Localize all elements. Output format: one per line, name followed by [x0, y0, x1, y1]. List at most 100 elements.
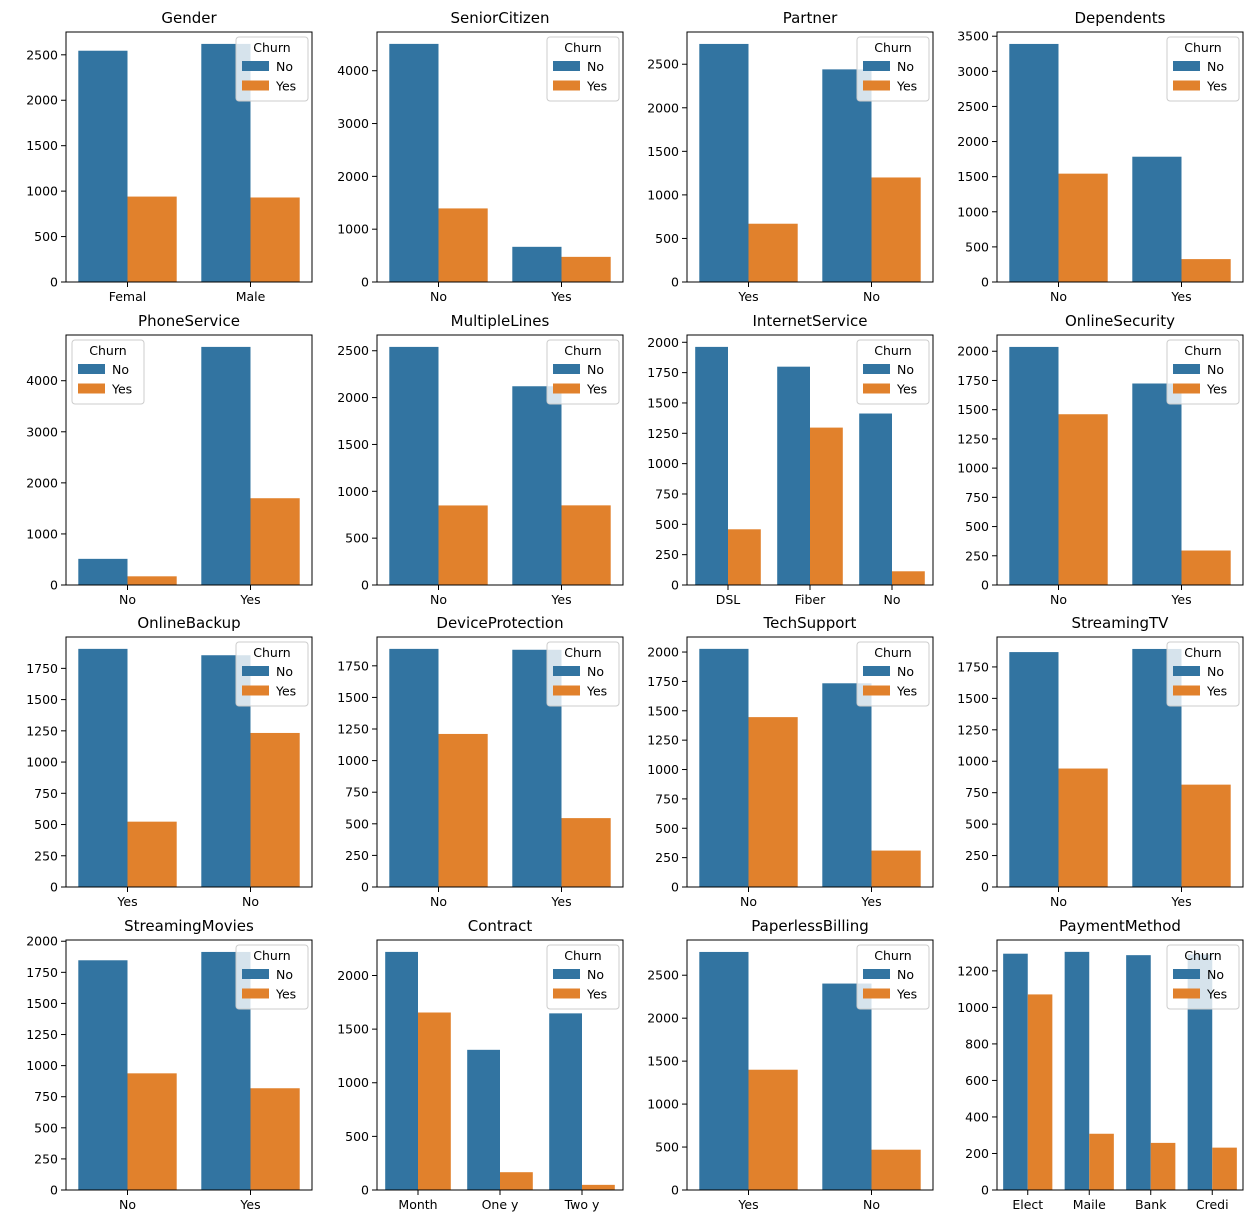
- x-tick-label: Credi: [1196, 1197, 1229, 1212]
- legend-label-no: No: [587, 967, 604, 982]
- legend-swatch-yes: [1173, 685, 1200, 696]
- bar-techsupport-yes-no: [822, 683, 872, 887]
- bar-paymentmethod-bank-no: [1126, 955, 1151, 1190]
- legend: Churn No Yes: [1166, 36, 1240, 102]
- y-tick-label: 1250: [647, 426, 679, 441]
- x-tick-label: Yes: [1170, 894, 1191, 909]
- bar-techsupport-no-no: [699, 648, 749, 887]
- x-tick-label: Yes: [550, 289, 571, 304]
- y-tick-label: 0: [671, 578, 679, 593]
- bar-internetservice-no-yes: [892, 571, 925, 585]
- chart-title: Partner: [783, 9, 838, 27]
- y-tick-label: 250: [34, 1151, 58, 1166]
- chart-title: OnlineBackup: [137, 614, 240, 632]
- bar-seniorcitizen-yes-yes: [561, 256, 611, 282]
- legend: Churn No Yes: [856, 36, 930, 102]
- y-tick-label: 250: [965, 548, 989, 563]
- y-tick-label: 1750: [26, 661, 58, 676]
- bar-phoneservice-yes-no: [201, 346, 251, 585]
- y-tick-label: 500: [34, 229, 58, 244]
- bar-onlinesecurity-no-no: [1009, 346, 1059, 585]
- y-tick-label: 1500: [647, 703, 679, 718]
- legend-title: Churn: [253, 40, 290, 55]
- y-tick-label: 0: [50, 1183, 58, 1198]
- y-tick-label: 500: [345, 531, 369, 546]
- bar-gender-femal-no: [78, 50, 128, 283]
- x-tick-label: One y: [482, 1197, 519, 1212]
- legend-swatch-no: [863, 364, 890, 374]
- y-tick-label: 750: [345, 785, 369, 800]
- y-tick-label: 1250: [337, 722, 369, 737]
- bar-dependents-yes-yes: [1181, 259, 1231, 282]
- bar-deviceprotection-yes-yes: [561, 818, 611, 887]
- legend-label-yes: Yes: [111, 382, 132, 397]
- y-tick-label: 1250: [647, 733, 679, 748]
- legend-swatch-no: [1173, 969, 1200, 979]
- x-tick-label: No: [863, 289, 880, 304]
- y-tick-label: 2000: [647, 100, 679, 115]
- y-tick-label: 400: [965, 1109, 989, 1124]
- legend-title: Churn: [564, 645, 601, 660]
- legend: Churn No Yes: [856, 944, 930, 1010]
- y-tick-label: 0: [50, 578, 58, 593]
- y-tick-label: 1000: [26, 184, 58, 199]
- x-tick-label: DSL: [716, 592, 741, 607]
- bar-partner-yes-no: [699, 43, 749, 282]
- y-tick-label: 500: [965, 519, 989, 534]
- y-tick-label: 1250: [957, 722, 989, 737]
- legend-label-yes: Yes: [1206, 79, 1227, 94]
- bar-dependents-no-no: [1009, 43, 1059, 282]
- chart-title: MultipleLines: [451, 312, 550, 330]
- y-tick-label: 500: [655, 1140, 679, 1155]
- y-tick-label: 500: [655, 821, 679, 836]
- bar-paymentmethod-credi-yes: [1212, 1147, 1237, 1190]
- y-tick-label: 1500: [26, 138, 58, 153]
- y-tick-label: 1500: [957, 169, 989, 184]
- legend-swatch-yes: [242, 80, 269, 91]
- legend-label-yes: Yes: [1206, 684, 1227, 699]
- y-tick-label: 1250: [26, 723, 58, 738]
- y-tick-label: 1750: [26, 965, 58, 980]
- x-tick-label: No: [119, 592, 136, 607]
- y-tick-label: 1750: [957, 659, 989, 674]
- y-tick-label: 1500: [337, 1022, 369, 1037]
- y-tick-label: 1500: [26, 692, 58, 707]
- bar-gender-male-yes: [250, 197, 300, 282]
- bar-seniorcitizen-no-yes: [438, 208, 488, 282]
- axes-frame: [686, 31, 934, 283]
- legend-swatch-yes: [553, 80, 580, 91]
- legend: Churn No Yes: [546, 944, 620, 1010]
- legend-swatch-yes: [863, 80, 890, 91]
- y-tick-label: 0: [671, 1183, 679, 1198]
- y-tick-label: 1500: [647, 395, 679, 410]
- legend-label-no: No: [1207, 59, 1224, 74]
- x-tick-label: No: [1050, 289, 1067, 304]
- bar-onlinesecurity-no-yes: [1058, 414, 1108, 585]
- chart-title: StreamingTV: [1072, 614, 1170, 632]
- x-tick-label: No: [1050, 592, 1067, 607]
- legend-label-yes: Yes: [896, 382, 917, 397]
- bar-contract-one-y-yes: [500, 1172, 533, 1190]
- bar-paperlessbilling-no-yes: [871, 1149, 921, 1190]
- legend-label-yes: Yes: [896, 79, 917, 94]
- x-tick-label: Maile: [1073, 1197, 1106, 1212]
- subplot-partner: Partner 0 500 1000 1500 2000 2500 Yes No Churn No Y…: [647, 9, 934, 304]
- y-tick-label: 3500: [957, 29, 989, 44]
- y-tick-label: 1200: [957, 963, 989, 978]
- subplot-contract: Contract 0 500 1000 1500 2000 Month One y Two y C…: [337, 917, 624, 1212]
- y-tick-label: 0: [671, 880, 679, 895]
- y-tick-label: 4000: [337, 63, 369, 78]
- legend-title: Churn: [564, 40, 601, 55]
- bar-contract-month-yes: [418, 1012, 451, 1190]
- bar-seniorcitizen-yes-no: [512, 246, 562, 282]
- legend-label-no: No: [112, 362, 129, 377]
- x-tick-label: No: [119, 1197, 136, 1212]
- axes-frame: [686, 636, 934, 888]
- x-tick-label: Fiber: [795, 592, 826, 607]
- legend-title: Churn: [564, 343, 601, 358]
- legend-title: Churn: [1184, 948, 1221, 963]
- bar-streamingmovies-no-yes: [127, 1073, 177, 1190]
- axes-frame: [376, 939, 624, 1191]
- bar-paymentmethod-bank-yes: [1150, 1142, 1176, 1190]
- subplot-phoneservice: PhoneService 0 1000 2000 3000 4000 No Yes Churn N…: [26, 312, 313, 607]
